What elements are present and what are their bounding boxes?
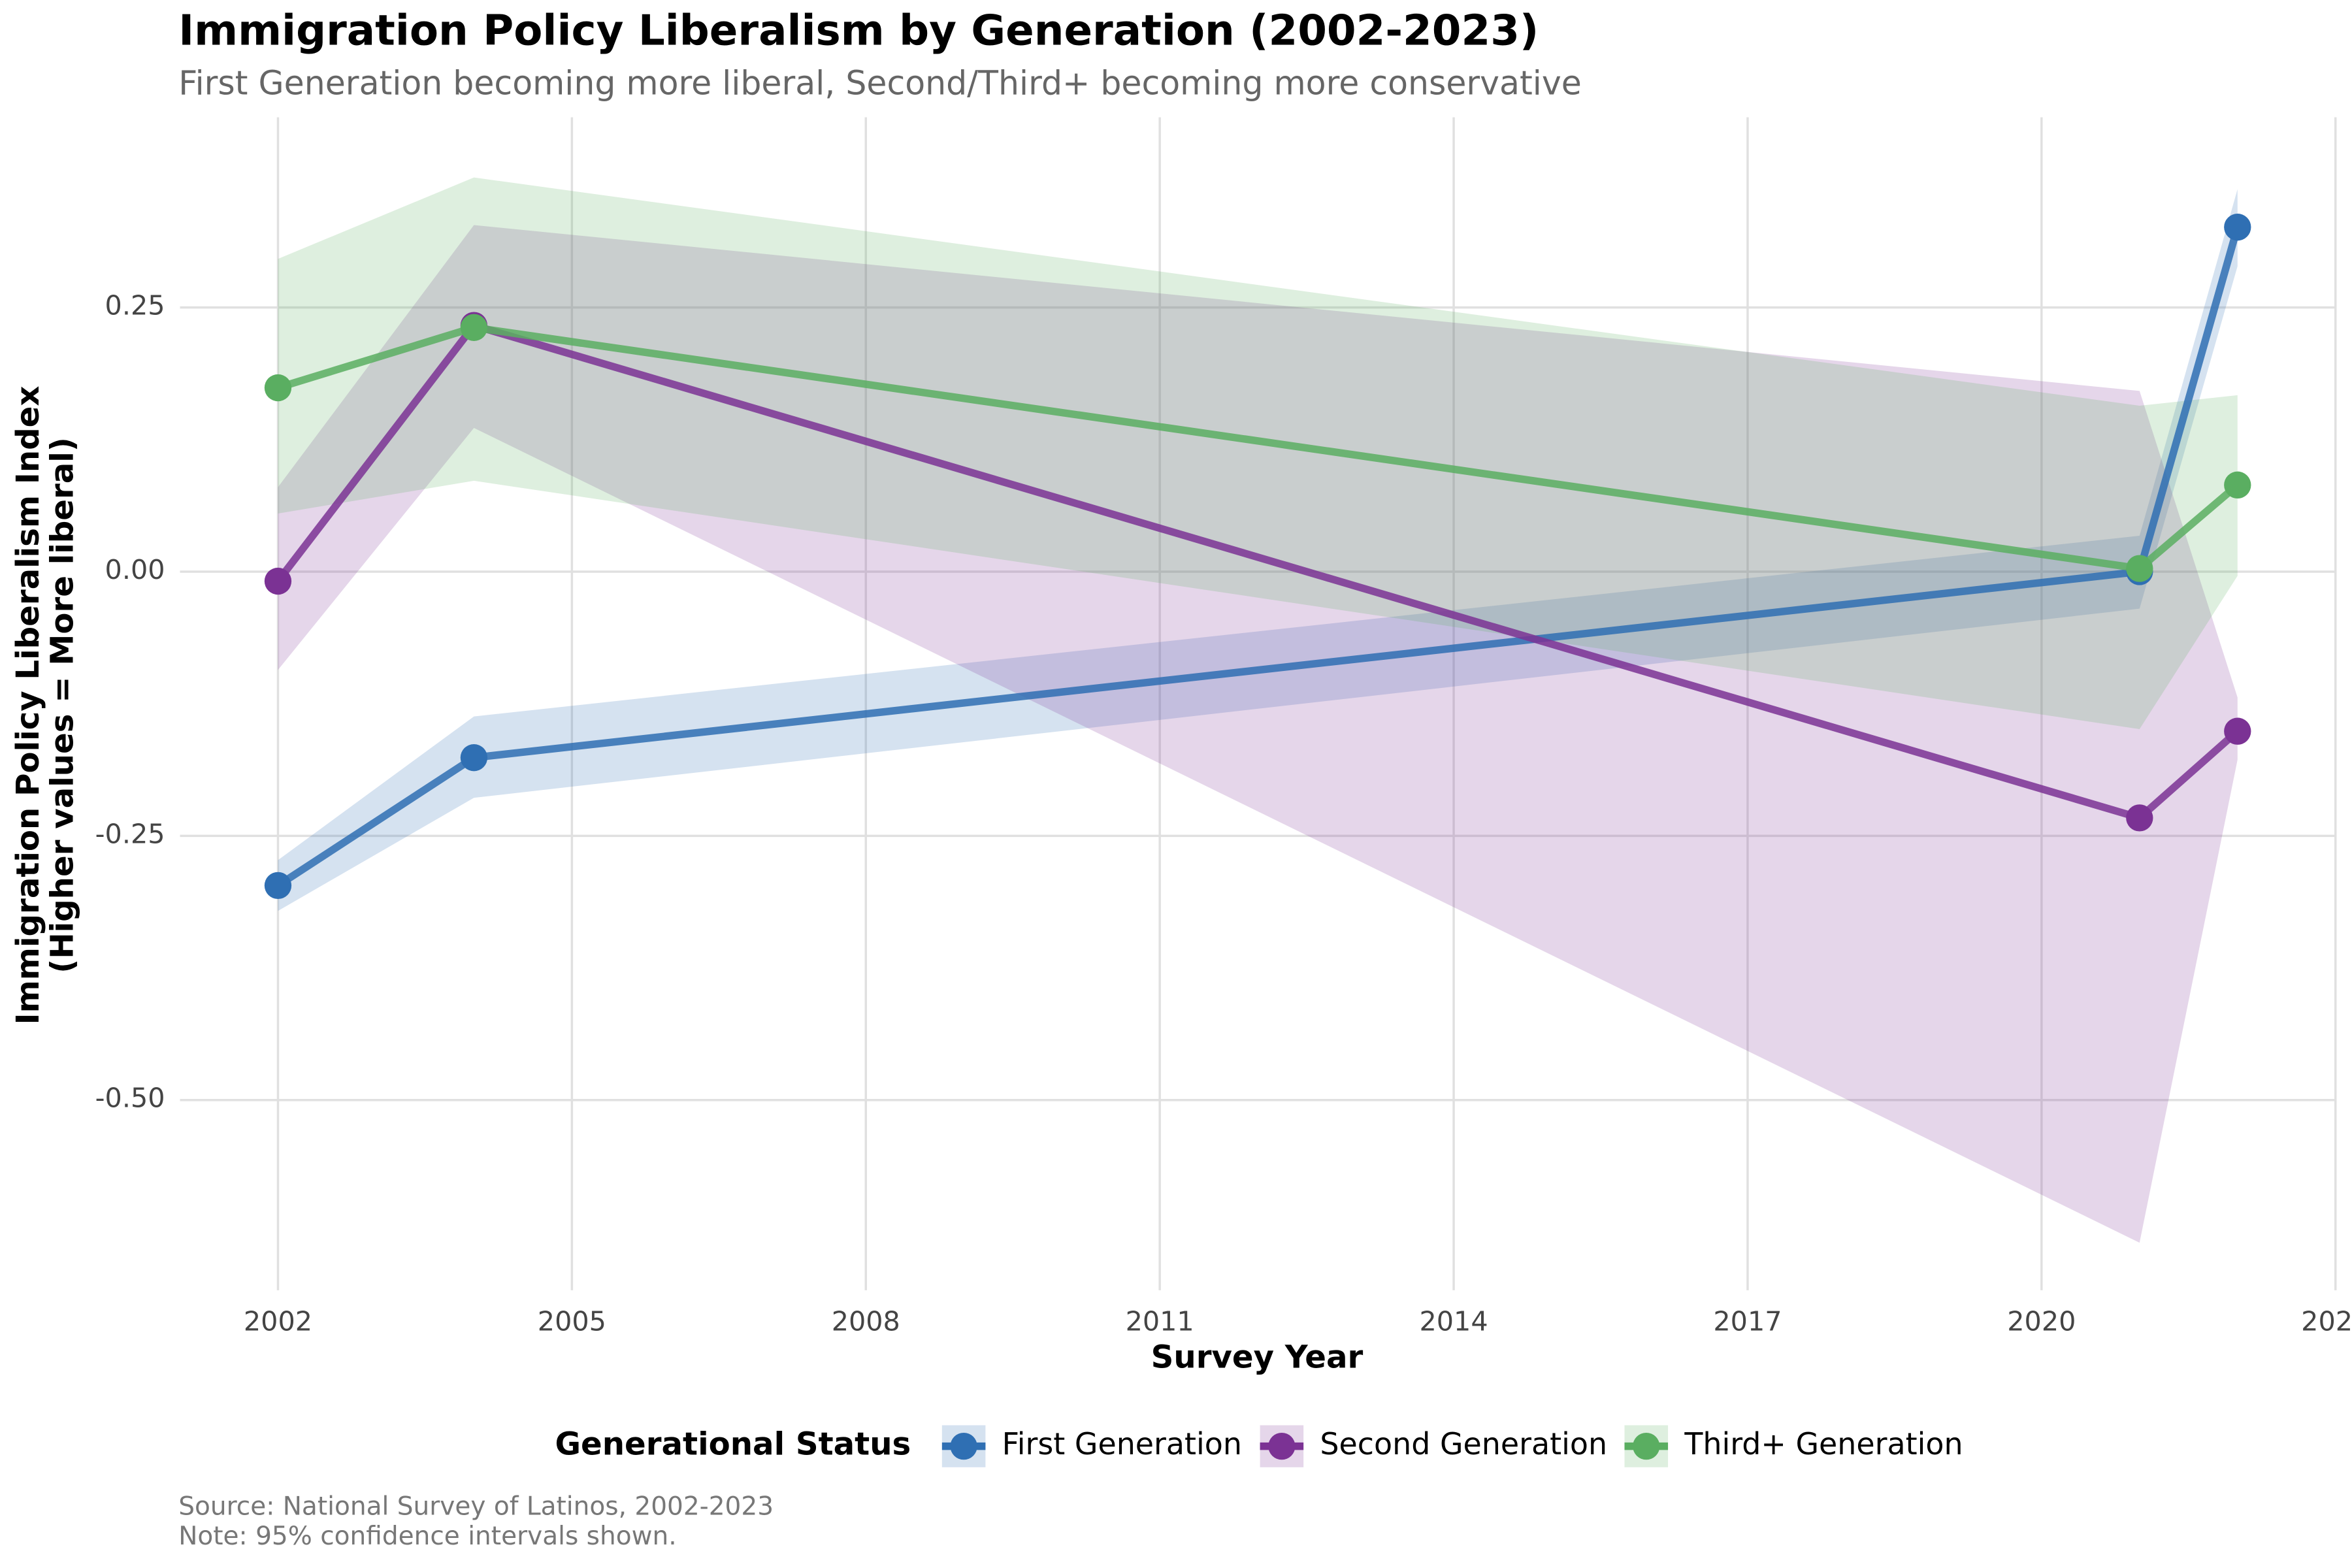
data-point xyxy=(2224,471,2251,499)
x-tick-label: 2005 xyxy=(538,1305,606,1337)
x-tick-label: 2023 xyxy=(2301,1305,2352,1337)
legend-key xyxy=(950,1432,977,1460)
x-tick-label: 2008 xyxy=(832,1305,900,1337)
legend-title: Generational Status xyxy=(555,1426,911,1463)
data-point xyxy=(460,314,488,342)
y-tick-label: -0.50 xyxy=(95,1083,165,1114)
chart-subtitle: First Generation becoming more liberal, … xyxy=(178,64,1582,103)
y-tick-label: 0.25 xyxy=(105,290,165,321)
confidence-band xyxy=(278,189,2238,911)
confidence-band xyxy=(278,225,2238,1243)
legend-label: First Generation xyxy=(1002,1426,1242,1462)
y-tick-label: 0.00 xyxy=(105,554,165,585)
data-point xyxy=(264,374,292,402)
x-axis-label: Survey Year xyxy=(1151,1339,1364,1375)
x-tick-label: 2017 xyxy=(1713,1305,1782,1337)
data-point xyxy=(460,743,488,772)
data-point xyxy=(264,872,292,900)
chart-title: Immigration Policy Liberalism by Generat… xyxy=(178,6,1539,55)
data-point xyxy=(264,567,292,595)
x-tick-label: 2020 xyxy=(2007,1305,2076,1337)
legend-label: Second Generation xyxy=(1320,1426,1607,1462)
legend-key xyxy=(1633,1432,1660,1460)
data-point xyxy=(2224,717,2251,745)
y-axis-label: (Higher values = More liberal) xyxy=(44,437,81,973)
series-line xyxy=(274,321,2240,823)
data-point xyxy=(2224,214,2251,241)
caption: Source: National Survey of Latinos, 2002… xyxy=(178,1492,774,1521)
y-axis-label: Immigration Policy Liberalism Index xyxy=(10,386,46,1025)
y-tick-label: -0.25 xyxy=(95,818,165,849)
legend-key xyxy=(1268,1432,1296,1460)
x-tick-label: 2014 xyxy=(1419,1305,1488,1337)
x-tick-label: 2002 xyxy=(244,1305,312,1337)
confidence-band xyxy=(278,177,2238,729)
caption: Note: 95% confidence intervals shown. xyxy=(178,1522,676,1551)
x-tick-label: 2011 xyxy=(1126,1305,1194,1337)
series-line xyxy=(276,226,2242,889)
series-line xyxy=(276,323,2240,573)
legend-label: Third+ Generation xyxy=(1684,1426,1963,1462)
data-point xyxy=(2126,555,2153,582)
data-point xyxy=(2126,804,2153,832)
